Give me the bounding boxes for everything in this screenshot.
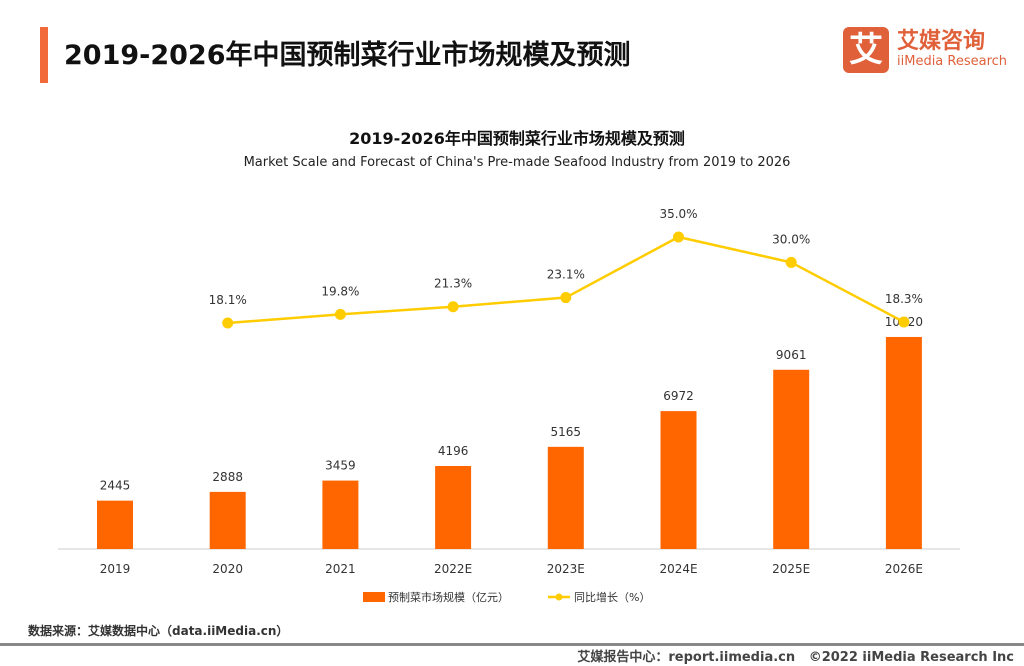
footer-text: 艾媒报告中心：report.iimedia.cn ©2022 iiMedia R…	[577, 646, 1014, 665]
growth-label: 19.8%	[321, 284, 359, 298]
bar	[773, 369, 810, 549]
x-tick-label: 2024E	[659, 562, 697, 576]
growth-point	[898, 316, 910, 328]
bar	[435, 466, 472, 549]
x-tick-label: 2019	[100, 562, 131, 576]
logo-name-en: iiMedia Research	[897, 54, 1008, 69]
bar-label: 9061	[776, 348, 807, 362]
bar	[885, 336, 922, 549]
bar	[547, 446, 584, 549]
bar-label: 6972	[663, 389, 694, 403]
bar	[209, 491, 246, 549]
chart-title: 2019-2026年中国预制菜行业市场规模及预测	[349, 129, 685, 148]
growth-point	[560, 292, 572, 304]
data-source: 数据来源：艾媒数据中心（data.iiMedia.cn）	[28, 624, 289, 638]
x-tick-label: 2023E	[547, 562, 585, 576]
logo-name-cn: 艾媒咨询	[897, 29, 986, 54]
legend-line-marker	[555, 593, 563, 601]
bar-label: 2445	[100, 479, 131, 493]
logo-mark: 艾	[843, 27, 889, 73]
growth-point	[447, 301, 459, 313]
x-tick-label: 2020	[212, 562, 243, 576]
bar-label: 2888	[212, 470, 243, 484]
x-tick-label: 2025E	[772, 562, 810, 576]
bar-label: 5165	[551, 425, 582, 439]
growth-point	[222, 317, 234, 329]
iimedia-logo: 艾 艾媒咨询 iiMedia Research	[843, 27, 1007, 73]
title-accent-bar	[40, 27, 48, 83]
chart-subtitle: Market Scale and Forecast of China's Pre…	[243, 155, 791, 170]
legend-line-label: 同比增长（%）	[574, 590, 650, 604]
growth-point	[334, 308, 346, 320]
report-center: 艾媒报告中心：report.iimedia.cn	[577, 650, 796, 665]
growth-label: 35.0%	[659, 207, 697, 221]
x-tick-label: 2022E	[434, 562, 472, 576]
growth-point	[785, 256, 797, 268]
bar	[660, 411, 697, 549]
bar-label: 4196	[438, 444, 469, 458]
footer-divider	[0, 643, 1024, 646]
x-tick-label: 2021	[325, 562, 356, 576]
growth-label: 30.0%	[772, 232, 810, 246]
growth-label: 18.1%	[209, 293, 247, 307]
bar	[322, 480, 359, 549]
copyright: ©2022 iiMedia Research Inc	[808, 650, 1014, 665]
x-tick-label: 2026E	[885, 562, 923, 576]
growth-label: 18.3%	[885, 292, 923, 306]
page-title: 2019-2026年中国预制菜行业市场规模及预测	[64, 40, 631, 71]
growth-point	[673, 231, 684, 243]
growth-label: 21.3%	[434, 277, 472, 291]
chart: 2445 2019 2888 2020 3459 2021 4196 2022E 5165 202…	[58, 207, 960, 604]
bar	[97, 500, 133, 549]
legend-bar-swatch	[363, 592, 385, 602]
bar-label: 3459	[325, 459, 356, 473]
growth-label: 23.1%	[547, 268, 585, 282]
legend-bar-label: 预制菜市场规模（亿元）	[388, 590, 509, 604]
